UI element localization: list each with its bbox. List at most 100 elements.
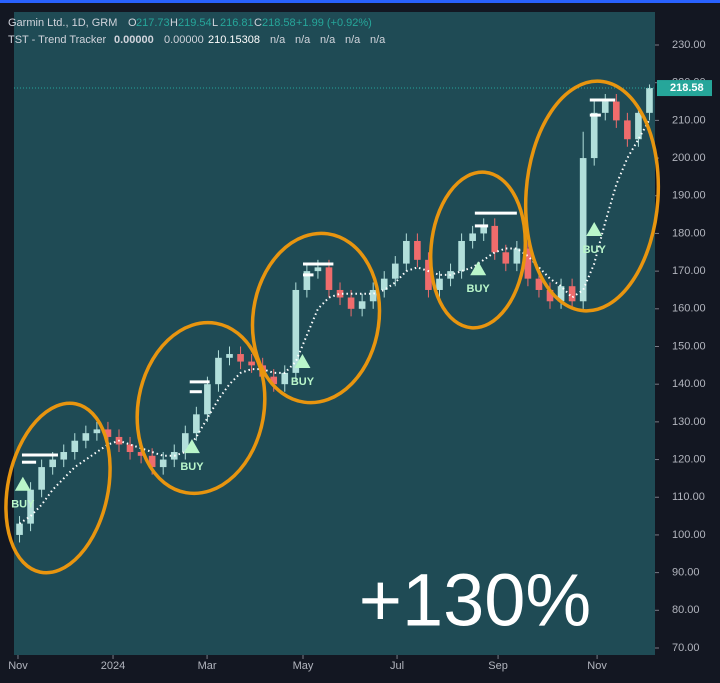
candle-body xyxy=(436,278,443,290)
highlight-oval xyxy=(523,79,661,313)
candle-body xyxy=(314,267,322,272)
candle-body xyxy=(60,452,68,460)
candle-body xyxy=(104,429,112,437)
candle-body xyxy=(358,301,366,309)
candle-body xyxy=(646,88,653,113)
y-tick-label: 160.00 xyxy=(672,303,706,315)
x-tick-label: Nov xyxy=(587,660,607,672)
candle-body xyxy=(568,286,576,302)
indicator-value: 0.00000 xyxy=(114,34,154,46)
x-tick-label: 2024 xyxy=(101,660,125,672)
x-tick-label: Jul xyxy=(390,660,404,672)
ohlc-item: L xyxy=(212,17,218,29)
candle-body xyxy=(524,248,532,279)
marks: 218.58 xyxy=(14,80,712,543)
candle-body xyxy=(546,289,554,302)
y-tick-label: 180.00 xyxy=(672,227,706,239)
candle-body xyxy=(226,354,233,358)
candle-body xyxy=(71,440,79,453)
trend-line xyxy=(18,119,651,525)
buy-label: BUY xyxy=(291,376,315,388)
x-tick-label: Nov xyxy=(8,660,28,672)
grid: 70.00 80.00 90.00 100.00 110.00 120.00 130.00 1… xyxy=(8,39,705,672)
candle-body xyxy=(159,459,167,468)
candle-body xyxy=(27,489,34,524)
indicator-value: n/a xyxy=(370,34,386,46)
candle-body xyxy=(347,297,355,309)
y-tick-label: 110.00 xyxy=(672,491,705,503)
highlights xyxy=(4,79,661,575)
candle-body xyxy=(16,523,23,535)
candle-body xyxy=(469,233,476,241)
candle-body xyxy=(403,240,410,264)
legend-header: Garmin Ltd., 1D, GRM TST - Trend Tracker… xyxy=(8,17,386,46)
candle-body xyxy=(126,444,134,453)
highlight-oval xyxy=(428,170,528,330)
buy-label: BUY xyxy=(583,244,607,256)
ohlc-item: +1.99 (+0.92%) xyxy=(296,17,372,29)
candle-body xyxy=(590,112,598,159)
candle-body xyxy=(336,289,344,298)
annotations: BUY BUY BUY BUY BUY xyxy=(11,98,616,511)
candle-body xyxy=(613,101,620,121)
candle-body xyxy=(193,414,200,434)
y-tick-label: 170.00 xyxy=(672,265,706,277)
candle-body xyxy=(181,433,189,453)
candle-body xyxy=(204,384,211,415)
y-tick-label: 210.00 xyxy=(672,114,706,126)
price-label: 218.58 xyxy=(670,82,704,94)
candle-body xyxy=(248,361,255,366)
y-tick-label: 90.00 xyxy=(672,567,700,579)
buy-marker xyxy=(183,439,200,454)
candle-body xyxy=(425,259,432,290)
y-tick-label: 230.00 xyxy=(672,39,706,51)
candle-body xyxy=(325,267,333,290)
indicator-value: 210.15308 xyxy=(208,34,260,46)
candle-body xyxy=(270,376,278,385)
candle-body xyxy=(601,101,609,113)
highlight-oval xyxy=(135,320,267,496)
y-tick-label: 150.00 xyxy=(672,340,706,352)
ohlc-item: C xyxy=(254,17,262,29)
y-tick-label: 80.00 xyxy=(672,604,700,616)
candle-body xyxy=(82,433,90,441)
y-tick-label: 100.00 xyxy=(672,529,706,541)
buy-label: BUY xyxy=(467,283,491,295)
candle-body xyxy=(635,112,642,140)
candle-body xyxy=(513,248,521,264)
candle-body xyxy=(148,455,156,468)
price-label-box xyxy=(657,80,712,97)
buy-marker xyxy=(470,261,487,276)
candle-body xyxy=(391,263,399,279)
y-tick-label: 200.00 xyxy=(672,152,706,164)
symbol: Garmin Ltd., 1D, GRM xyxy=(8,17,117,29)
x-tick-label: Sep xyxy=(488,660,508,672)
candle-body xyxy=(557,286,565,302)
ohlc-item: 217.73 xyxy=(136,17,170,29)
ohlc-item: 218.58 xyxy=(262,17,296,29)
x-tick-label: May xyxy=(293,660,314,672)
y-tick-label: 120.00 xyxy=(672,453,706,465)
indicator-name: TST - Trend Tracker xyxy=(8,34,107,46)
candle-body xyxy=(303,271,311,290)
buy-marker xyxy=(586,222,603,237)
ohlc-item: H xyxy=(170,17,178,29)
highlight-oval xyxy=(250,231,382,405)
top-bar xyxy=(0,0,720,3)
x-tick-label: Mar xyxy=(198,660,217,672)
highlight-oval xyxy=(4,401,112,575)
candle-body xyxy=(292,289,300,373)
buy-label: BUY xyxy=(180,461,204,473)
candle-body xyxy=(380,278,388,290)
candle-body xyxy=(49,459,56,468)
candle-body xyxy=(502,252,510,264)
indicator-value: 0.00000 xyxy=(164,34,204,46)
candle-body xyxy=(480,225,488,234)
y-tick-label: 140.00 xyxy=(672,378,706,390)
candle-body xyxy=(369,289,377,302)
y-tick-label: 70.00 xyxy=(672,642,700,654)
y-tick-label: 190.00 xyxy=(672,190,706,202)
candle-body xyxy=(215,357,222,385)
indicator-value: n/a xyxy=(345,34,361,46)
